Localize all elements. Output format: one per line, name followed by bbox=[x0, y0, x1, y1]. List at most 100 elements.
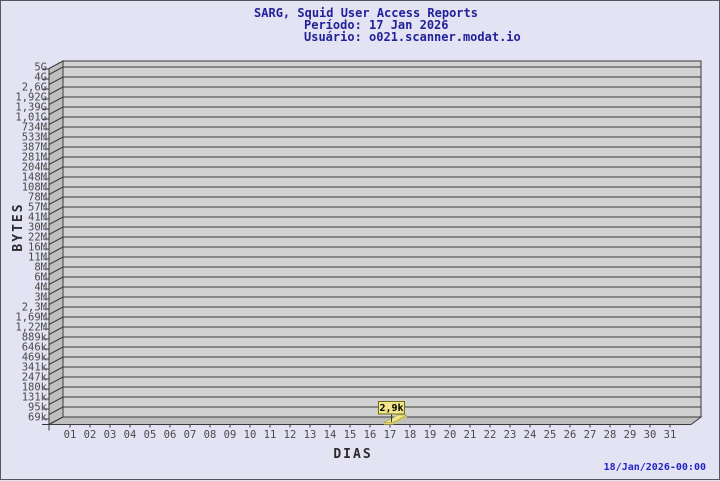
y-tick-label: 5G bbox=[34, 62, 47, 74]
wall-grid-line bbox=[48, 76, 64, 85]
x-day-label: 27 bbox=[584, 429, 597, 441]
generated-timestamp: 18/Jan/2026-00:00 bbox=[604, 462, 706, 473]
x-day-label: 25 bbox=[544, 429, 557, 441]
x-day-label: 30 bbox=[644, 429, 657, 441]
page-title: SARG, Squid User Access Reports bbox=[254, 6, 478, 20]
wall-grid-line bbox=[48, 216, 64, 225]
wall-grid-line bbox=[48, 296, 64, 305]
x-day-label: 28 bbox=[604, 429, 617, 441]
y-tick-label: 387M bbox=[22, 142, 47, 154]
wall-grid-line bbox=[48, 266, 64, 275]
x-day-label: 07 bbox=[184, 429, 197, 441]
wall-grid-line bbox=[48, 346, 64, 355]
y-tick-label: 469k bbox=[22, 352, 48, 364]
x-day-label: 18 bbox=[404, 429, 417, 441]
x-axis-title: DIAS bbox=[333, 447, 372, 462]
wall-grid-line bbox=[48, 156, 64, 165]
x-day-label: 14 bbox=[324, 429, 337, 441]
x-day-label: 03 bbox=[104, 429, 117, 441]
wall-grid-line bbox=[48, 306, 64, 315]
wall-grid-line bbox=[48, 116, 64, 125]
y-tick-label: 57M bbox=[28, 202, 47, 214]
x-day-label: 24 bbox=[524, 429, 537, 441]
y-tick-label: 8M bbox=[34, 262, 47, 274]
y-tick-label: 646k bbox=[22, 342, 48, 354]
y-tick-label: 734M bbox=[22, 122, 47, 134]
wall-grid-line bbox=[48, 176, 64, 185]
y-tick-label: 341k bbox=[22, 362, 48, 374]
x-day-label: 26 bbox=[564, 429, 577, 441]
data-bar-side bbox=[393, 415, 407, 425]
x-day-label: 21 bbox=[464, 429, 477, 441]
report-header: SARG, Squid User Access Reports Período:… bbox=[254, 6, 521, 44]
y-tick-label: 41M bbox=[28, 212, 47, 224]
wall-grid-line bbox=[48, 376, 64, 385]
y-tick-label: 889k bbox=[22, 332, 48, 344]
wall-grid-line bbox=[48, 86, 64, 95]
x-day-label: 19 bbox=[424, 429, 437, 441]
wall-grid-line bbox=[48, 236, 64, 245]
y-tick-label: 16M bbox=[28, 242, 47, 254]
y-tick-label: 180k bbox=[22, 382, 48, 394]
x-day-label: 31 bbox=[664, 429, 677, 441]
wall-grid-line bbox=[48, 406, 64, 415]
chart-plot: 5G4G2,6G1,92G1,39G1,01G734M533M387M281M2… bbox=[15, 60, 703, 441]
x-day-label: 02 bbox=[84, 429, 97, 441]
x-day-label: 08 bbox=[204, 429, 217, 441]
wall-grid-line bbox=[48, 186, 64, 195]
wall-grid-line bbox=[48, 336, 64, 345]
wall-grid-line bbox=[48, 106, 64, 115]
y-tick-label: 2,3M bbox=[22, 302, 47, 314]
y-tick-label: 1,39G bbox=[15, 102, 47, 114]
plot-area bbox=[62, 60, 702, 418]
wall-grid-line bbox=[48, 136, 64, 145]
wall-grid-line bbox=[48, 326, 64, 335]
report-user: Usuário: o021.scanner.modat.io bbox=[304, 30, 521, 44]
data-bar bbox=[384, 422, 393, 425]
data-bar-top bbox=[383, 414, 408, 423]
x-day-label: 17 bbox=[384, 429, 397, 441]
y-tick-label: 204M bbox=[22, 162, 47, 174]
y-tick-label: 4M bbox=[34, 282, 47, 294]
wall-grid-line bbox=[48, 256, 64, 265]
y-tick-label: 69k bbox=[28, 412, 48, 424]
y-tick-label: 108M bbox=[22, 182, 47, 194]
wall-grid-line bbox=[48, 96, 64, 105]
y-axis-title: BYTES bbox=[11, 202, 26, 251]
y-tick-label: 95k bbox=[28, 402, 48, 414]
x-day-label: 01 bbox=[64, 429, 77, 441]
x-day-label: 29 bbox=[624, 429, 637, 441]
wall-grid-line bbox=[48, 166, 64, 175]
chart-floor bbox=[48, 416, 703, 425]
x-day-label: 23 bbox=[504, 429, 517, 441]
wall-grid-line bbox=[48, 316, 64, 325]
wall-grid-line bbox=[48, 66, 64, 75]
y-tick-label: 1,01G bbox=[15, 112, 47, 124]
y-tick-label: 2,6G bbox=[22, 82, 47, 94]
y-tick-label: 22M bbox=[28, 232, 47, 244]
x-day-label: 11 bbox=[264, 429, 277, 441]
wall-grid-line bbox=[48, 146, 64, 155]
y-tick-label: 1,92G bbox=[15, 92, 47, 104]
y-tick-label: 11M bbox=[28, 252, 47, 264]
left-wall bbox=[48, 60, 64, 426]
wall-grid-line bbox=[48, 276, 64, 285]
wall-grid-line bbox=[48, 366, 64, 375]
y-tick-label: 148M bbox=[22, 172, 47, 184]
x-day-label: 06 bbox=[164, 429, 177, 441]
wall-grid-line bbox=[48, 356, 64, 365]
x-day-label: 09 bbox=[224, 429, 237, 441]
wall-grid-line bbox=[48, 386, 64, 395]
x-day-label: 22 bbox=[484, 429, 497, 441]
y-tick-label: 131k bbox=[22, 392, 48, 404]
wall-grid-line bbox=[48, 286, 64, 295]
y-tick-label: 1,22M bbox=[15, 322, 47, 334]
x-day-label: 20 bbox=[444, 429, 457, 441]
x-day-label: 05 bbox=[144, 429, 157, 441]
x-day-label: 13 bbox=[304, 429, 317, 441]
y-tick-label: 1,69M bbox=[15, 312, 47, 324]
y-tick-label: 247k bbox=[22, 372, 48, 384]
x-day-label: 10 bbox=[244, 429, 257, 441]
